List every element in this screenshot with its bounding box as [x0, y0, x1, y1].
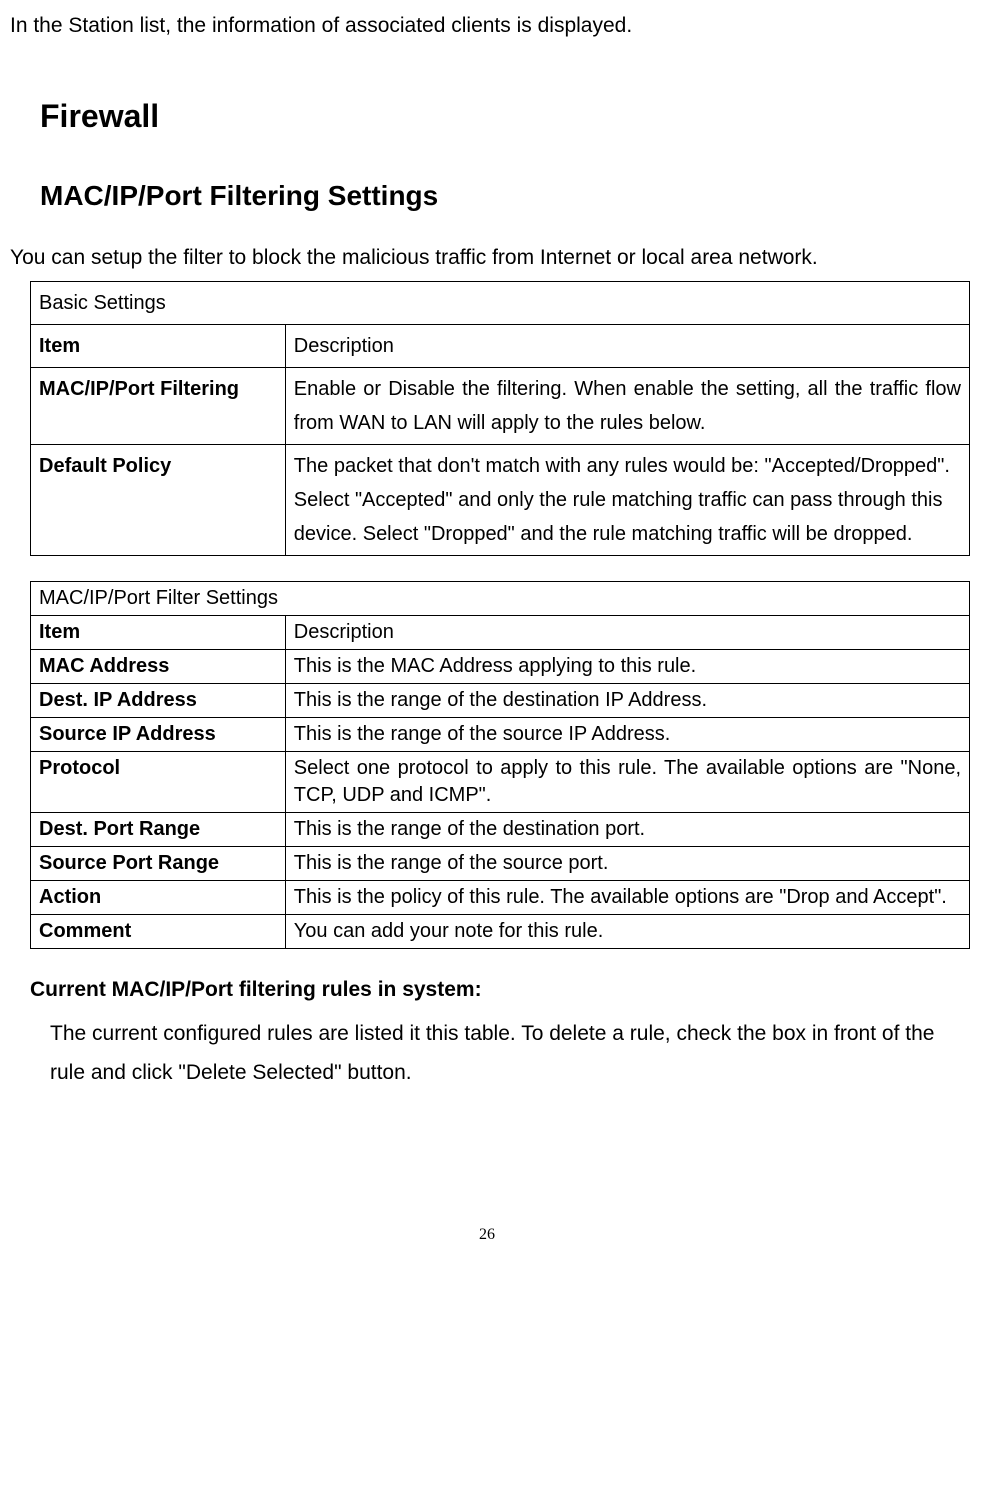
table-row: MAC Address This is the MAC Address appl…	[31, 650, 970, 684]
cell-item: Protocol	[31, 752, 286, 813]
cell-desc: This is the range of the source IP Addre…	[285, 718, 969, 752]
table-row: Comment You can add your note for this r…	[31, 915, 970, 949]
table-row: Dest. Port Range This is the range of th…	[31, 813, 970, 847]
table-title: MAC/IP/Port Filter Settings	[31, 582, 970, 616]
cell-item: Action	[31, 881, 286, 915]
table-header-item: Item	[31, 616, 286, 650]
basic-settings-table: Basic Settings Item Description MAC/IP/P…	[30, 281, 970, 556]
table-row: Source IP Address This is the range of t…	[31, 718, 970, 752]
lead-text: You can setup the filter to block the ma…	[10, 242, 964, 274]
table-row: MAC/IP/Port Filtering Enable or Disable …	[31, 368, 970, 445]
cell-desc: This is the range of the destination IP …	[285, 684, 969, 718]
current-rules-title: Current MAC/IP/Port filtering rules in s…	[30, 974, 964, 1006]
cell-item: Comment	[31, 915, 286, 949]
cell-item: Source Port Range	[31, 847, 286, 881]
cell-desc: This is the range of the source port.	[285, 847, 969, 881]
intro-text: In the Station list, the information of …	[10, 10, 964, 42]
cell-item: Dest. IP Address	[31, 684, 286, 718]
cell-item: MAC/IP/Port Filtering	[31, 368, 286, 445]
heading-firewall: Firewall	[40, 92, 964, 140]
table-row: Action This is the policy of this rule. …	[31, 881, 970, 915]
cell-desc: You can add your note for this rule.	[285, 915, 969, 949]
cell-desc: The packet that don't match with any rul…	[285, 445, 969, 556]
cell-desc: Enable or Disable the filtering. When en…	[285, 368, 969, 445]
table-title: Basic Settings	[31, 282, 970, 325]
table-header-desc: Description	[285, 616, 969, 650]
cell-desc: This is the MAC Address applying to this…	[285, 650, 969, 684]
current-rules-body: The current configured rules are listed …	[50, 1014, 964, 1094]
cell-desc: This is the range of the destination por…	[285, 813, 969, 847]
cell-desc: This is the policy of this rule. The ava…	[285, 881, 969, 915]
cell-item: MAC Address	[31, 650, 286, 684]
table-row: Dest. IP Address This is the range of th…	[31, 684, 970, 718]
table-row: Source Port Range This is the range of t…	[31, 847, 970, 881]
page-number: 26	[10, 1223, 964, 1247]
cell-desc: Select one protocol to apply to this rul…	[285, 752, 969, 813]
filter-settings-table: MAC/IP/Port Filter Settings Item Descrip…	[30, 581, 970, 949]
table-header-item: Item	[31, 325, 286, 368]
table-row: Protocol Select one protocol to apply to…	[31, 752, 970, 813]
cell-item: Dest. Port Range	[31, 813, 286, 847]
heading-mac-ip-port: MAC/IP/Port Filtering Settings	[40, 175, 964, 217]
cell-item: Source IP Address	[31, 718, 286, 752]
cell-item: Default Policy	[31, 445, 286, 556]
table-row: Default Policy The packet that don't mat…	[31, 445, 970, 556]
table-header-desc: Description	[285, 325, 969, 368]
